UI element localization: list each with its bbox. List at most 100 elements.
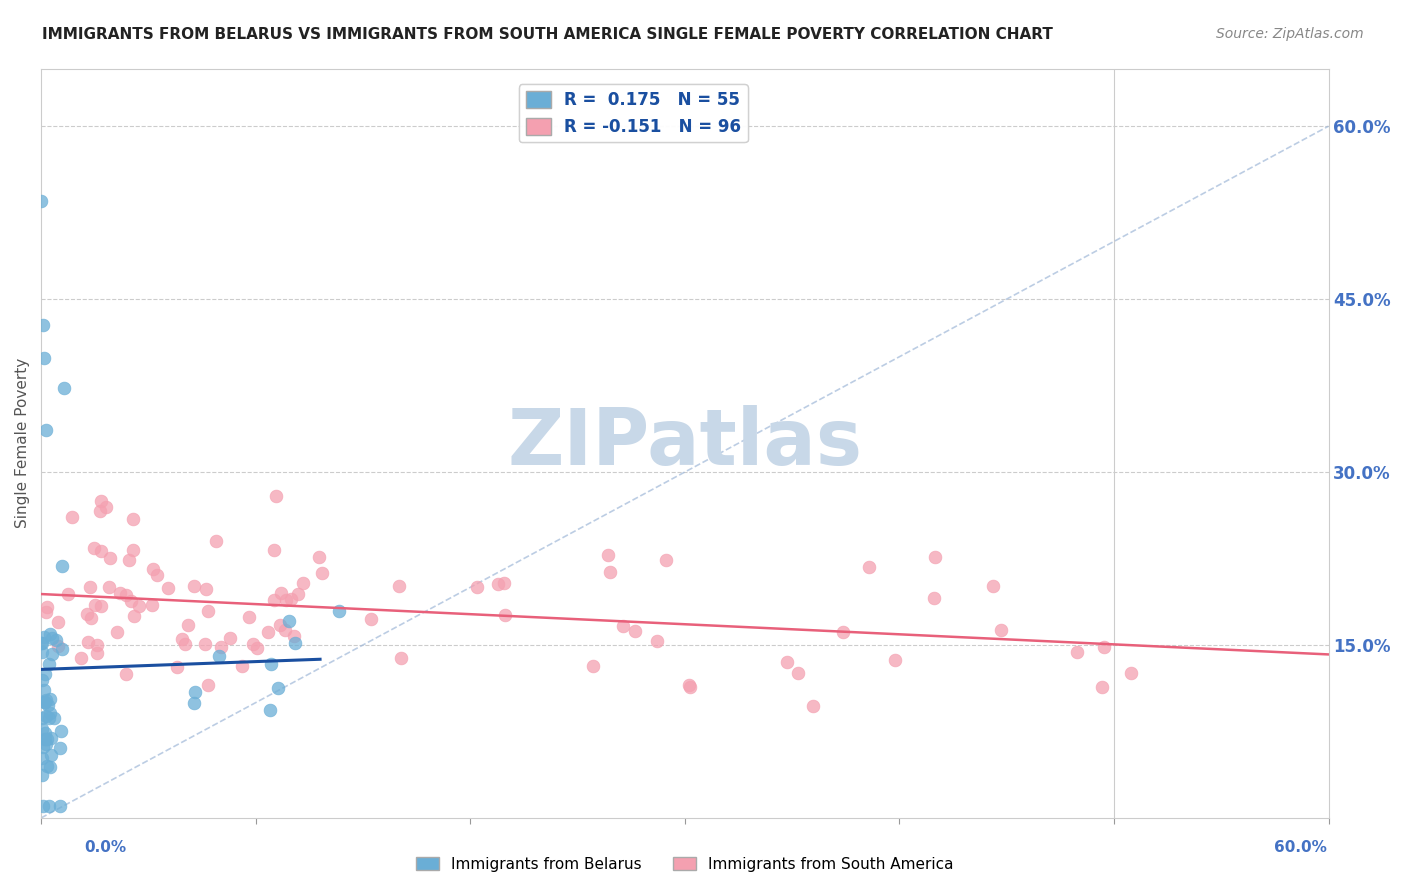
Point (37, 698, 59, 713)
Point (388, 579, 411, 593)
Point (96, 500, 118, 514)
Point (284, 636, 307, 650)
Point (269, 617, 291, 632)
Point (97, 581, 120, 595)
Point (56, 587, 79, 601)
Point (174, 637, 197, 651)
Point (48, 741, 70, 756)
Point (122, 512, 145, 526)
Y-axis label: Single Female Poverty: Single Female Poverty (15, 358, 30, 528)
Point (38, 799, 60, 814)
Point (146, 568, 169, 582)
Point (86, 638, 108, 652)
Point (120, 594, 142, 608)
Point (599, 565, 621, 579)
Point (39, 692, 62, 706)
Point (278, 614, 301, 628)
Point (197, 678, 219, 692)
Point (287, 587, 309, 601)
Point (90, 493, 112, 508)
Point (308, 550, 330, 565)
Text: ZIPatlas: ZIPatlas (508, 405, 862, 481)
Point (655, 553, 678, 567)
Point (141, 598, 163, 612)
Point (776, 656, 799, 670)
Point (283, 629, 305, 643)
Point (31, 711, 53, 725)
Point (38, 759, 60, 773)
Point (259, 703, 281, 717)
Point (60, 510, 83, 524)
Point (37, 711, 59, 725)
Point (110, 586, 132, 600)
Point (34, 667, 56, 681)
Point (832, 624, 855, 639)
Point (31, 673, 53, 687)
Point (51, 641, 73, 656)
Point (31, 723, 53, 737)
Point (31, 768, 53, 782)
Point (46, 615, 69, 629)
Point (83, 598, 105, 612)
Point (494, 607, 516, 622)
Point (53, 381, 76, 395)
Point (231, 659, 253, 673)
Point (115, 588, 138, 602)
Point (70, 650, 93, 665)
Legend: R =  0.175   N = 55, R = -0.151   N = 96: R = 0.175 N = 55, R = -0.151 N = 96 (519, 85, 748, 143)
Point (582, 659, 605, 673)
Point (124, 609, 146, 624)
Point (990, 624, 1012, 638)
Point (32, 630, 55, 644)
Point (80, 611, 103, 625)
Point (264, 489, 287, 503)
Point (612, 619, 634, 633)
Point (35, 732, 58, 747)
Point (46, 639, 69, 653)
Text: 0.0%: 0.0% (84, 840, 127, 855)
Point (645, 634, 668, 648)
Point (31, 644, 53, 658)
Point (263, 542, 285, 557)
Point (360, 612, 382, 626)
Point (157, 581, 180, 595)
Point (276, 593, 298, 607)
Point (32, 682, 55, 697)
Point (291, 575, 314, 590)
Point (183, 579, 205, 593)
Point (34, 695, 56, 709)
Point (787, 665, 810, 680)
Point (170, 632, 193, 647)
Point (105, 624, 128, 639)
Point (31, 750, 53, 764)
Point (486, 576, 509, 591)
Point (30, 635, 52, 649)
Point (118, 553, 141, 567)
Point (1091, 681, 1114, 695)
Point (219, 631, 242, 645)
Point (32, 351, 55, 366)
Point (79, 580, 101, 594)
Point (32, 739, 55, 754)
Point (256, 625, 278, 640)
Point (242, 637, 264, 651)
Text: Source: ZipAtlas.com: Source: ZipAtlas.com (1216, 27, 1364, 41)
Point (389, 651, 412, 665)
Point (31, 636, 53, 650)
Point (35, 709, 58, 723)
Point (30, 194, 52, 209)
Point (31, 799, 53, 814)
Point (184, 684, 207, 698)
Point (884, 653, 907, 667)
Point (1121, 666, 1143, 681)
Point (39, 748, 62, 763)
Text: 60.0%: 60.0% (1274, 840, 1327, 855)
Point (246, 641, 269, 656)
Point (208, 649, 231, 664)
Point (678, 678, 700, 692)
Point (35, 692, 58, 706)
Point (260, 657, 283, 672)
Point (41, 632, 63, 646)
Point (465, 580, 488, 594)
Point (1092, 640, 1115, 654)
